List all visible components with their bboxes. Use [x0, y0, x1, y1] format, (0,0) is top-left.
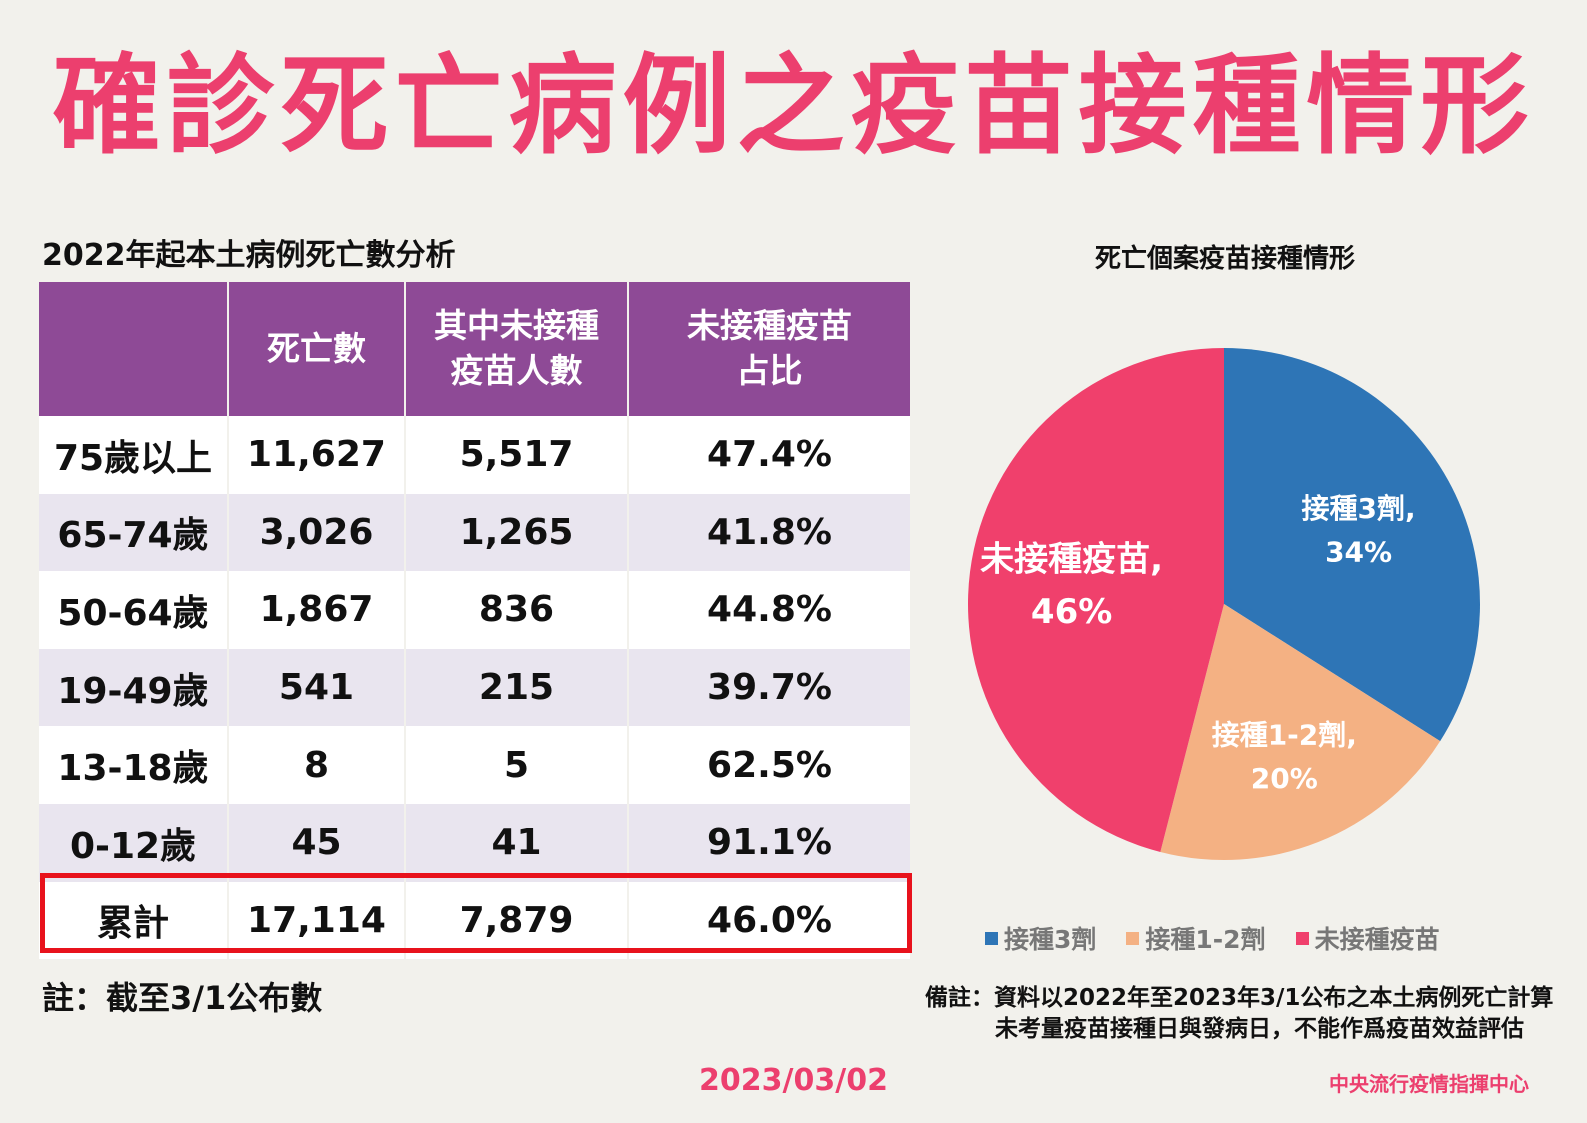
chart-title: 死亡個案疫苗接種情形 [1094, 244, 1355, 274]
cell-age-group: 0-12歲 [39, 803, 228, 882]
header-unvaccinated-ratio: 未接種疫苗 占比 [627, 282, 910, 416]
cell-deaths: 3,026 [227, 493, 405, 572]
cell-deaths: 8 [227, 726, 405, 804]
cell-deaths: 1,867 [227, 571, 405, 649]
remark: 備註：資料以2022年至2023年3/1公布之本土病例死亡計算 未考量疫苗接種日… [925, 983, 1553, 1045]
total-cell-unvaccinated-count: 7,879 [404, 881, 628, 960]
cell-unvaccinated-ratio: 47.4% [627, 416, 910, 494]
legend-label: 未接種疫苗 [1314, 925, 1440, 954]
footer-org: 中央流行疫情指揮中心 [1329, 1072, 1529, 1096]
cell-deaths: 45 [227, 803, 405, 882]
table-row: 0-12歲 45 41 91.1% [39, 803, 910, 882]
table-row: 75歲以上 11,627 5,517 47.4% [39, 416, 910, 494]
footer-date: 2023/03/02 [699, 1063, 888, 1098]
cell-unvaccinated-count: 41 [404, 803, 628, 882]
cell-unvaccinated-count: 1,265 [404, 493, 628, 572]
legend-swatch [985, 931, 998, 945]
cell-unvaccinated-ratio: 62.5% [627, 726, 910, 804]
cell-unvaccinated-count: 836 [404, 571, 628, 649]
pie-slice [968, 348, 1224, 852]
total-cell-unvaccinated-ratio: 46.0% [627, 881, 910, 960]
cell-age-group: 19-49歲 [39, 648, 228, 727]
cell-unvaccinated-ratio: 44.8% [627, 571, 910, 649]
chart-legend: 接種3劑 接種1-2劑 未接種疫苗 [985, 920, 1440, 956]
header-deaths: 死亡數 [227, 282, 405, 416]
table-row: 13-18歲 8 5 62.5% [39, 726, 910, 804]
death-stats-table: 死亡數 其中未接種 疫苗人數 未接種疫苗 占比 75歲以上 11,627 5,517 47… [39, 282, 910, 960]
header-unvaccinated-count: 其中未接種 疫苗人數 [404, 282, 628, 416]
legend-item: 接種1-2劑 [1126, 920, 1266, 956]
table-note: 註：截至3/1公布數 [42, 979, 323, 1017]
cell-unvaccinated-ratio: 39.7% [627, 648, 910, 727]
pie-slice [1224, 348, 1480, 742]
cell-deaths: 11,627 [227, 416, 405, 494]
cell-unvaccinated-count: 5 [404, 726, 628, 804]
cell-deaths: 541 [227, 648, 405, 727]
table-row: 19-49歲 541 215 39.7% [39, 648, 910, 727]
total-cell-age-group: 累計 [39, 881, 228, 960]
cell-unvaccinated-count: 215 [404, 648, 628, 727]
legend-item: 未接種疫苗 [1295, 920, 1440, 956]
cell-age-group: 13-18歲 [39, 726, 228, 804]
legend-item: 接種3劑 [985, 920, 1096, 956]
cell-age-group: 65-74歲 [39, 493, 228, 572]
table-row: 50-64歲 1,867 836 44.8% [39, 571, 910, 649]
pie-chart: 接種3劑, 34% 接種1-2劑, 20% 未接種疫苗, 46% [968, 348, 1480, 860]
table-header-row: 死亡數 其中未接種 疫苗人數 未接種疫苗 占比 [39, 282, 910, 416]
legend-label: 接種1-2劑 [1145, 925, 1266, 954]
table-title: 2022年起本土病例死亡數分析 [42, 238, 456, 273]
remark-line-2: 未考量疫苗接種日與發病日，不能作爲疫苗效益評估 [995, 1016, 1524, 1043]
page-title: 確診死亡病例之疫苗接種情形 [52, 44, 1535, 169]
pie-slice-label: 接種3劑, 34% [1302, 492, 1416, 568]
legend-swatch [1126, 931, 1140, 945]
table-row: 65-74歲 3,026 1,265 41.8% [39, 493, 910, 572]
cell-unvaccinated-ratio: 91.1% [627, 803, 910, 882]
remark-line-1: 備註：資料以2022年至2023年3/1公布之本土病例死亡計算 [925, 985, 1554, 1011]
legend-swatch [1295, 931, 1309, 945]
pie-slice-label: 接種1-2劑, 20% [1212, 718, 1357, 794]
cell-age-group: 50-64歲 [39, 571, 228, 649]
table-total-row: 累計 17,114 7,879 46.0% [39, 881, 910, 960]
header-age [39, 282, 228, 416]
pie-slice [1160, 604, 1441, 860]
legend-label: 接種3劑 [1004, 925, 1097, 954]
total-cell-deaths: 17,114 [227, 881, 405, 960]
cell-age-group: 75歲以上 [39, 416, 228, 494]
cell-unvaccinated-ratio: 41.8% [627, 493, 910, 572]
pie-slice-label: 未接種疫苗, 46% [980, 539, 1163, 632]
cell-unvaccinated-count: 5,517 [404, 416, 628, 494]
